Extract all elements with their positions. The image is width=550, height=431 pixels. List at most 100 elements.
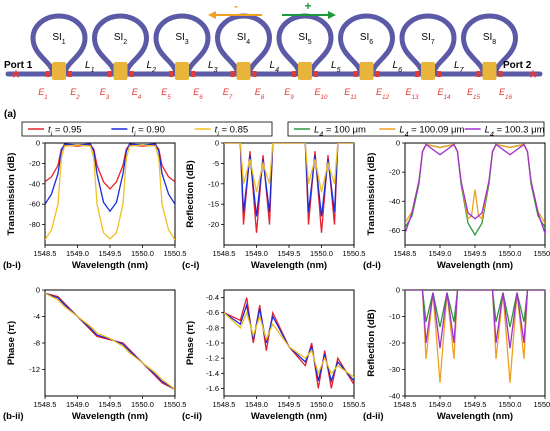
ring-label: SI2 [114, 32, 127, 46]
port2-label: Port 2 [503, 60, 532, 71]
x-axis-label: Wavelength (nm) [251, 260, 327, 271]
series-group [45, 292, 175, 390]
x-tick-label: 1548.5 [213, 400, 236, 409]
port-label: E10 [314, 87, 328, 101]
segment-label: L4 [270, 60, 280, 74]
series-group [405, 143, 545, 237]
legend-box-ti [21, 121, 273, 137]
series-line [405, 290, 545, 383]
port2-star-icon: ★ [528, 67, 539, 81]
y-tick-label: -0.8 [206, 323, 219, 332]
port-label: E14 [437, 87, 451, 101]
port-label: E8 [255, 87, 265, 101]
port-marker [46, 71, 50, 77]
x-tick-label: 1550.0 [310, 400, 333, 409]
ring-label: SI3 [175, 32, 188, 46]
ring-label: SI5 [298, 32, 311, 46]
x-tick-label: 1549.0 [66, 400, 89, 409]
port-label: E9 [284, 87, 294, 101]
legend-entry: L4 = 100.09 μm [399, 125, 464, 139]
series-line [45, 292, 175, 390]
legend-entry: ti = 0.95 [48, 125, 82, 139]
port-marker [191, 71, 195, 77]
ring-label: SI6 [360, 32, 373, 46]
y-tick-label: -12 [29, 365, 40, 374]
x-axis-label: Wavelength (nm) [72, 260, 148, 271]
legend-entry: ti = 0.85 [215, 125, 249, 139]
series-line [224, 310, 354, 378]
y-tick-label: 0 [396, 139, 400, 148]
y-tick-label: -5 [212, 159, 219, 168]
x-tick-label: 1550.5 [164, 400, 187, 409]
x-tick-label: 1549.0 [429, 249, 452, 258]
plot-frame [44, 142, 176, 246]
x-axis-label: Wavelength (nm) [437, 411, 513, 422]
port-label: E12 [376, 87, 390, 101]
chart-d-i: 1548.5 1549.0 1549.5 1550.0 1550.5 0 -20 -40 -60… [363, 139, 550, 272]
y-tick-label: -20 [29, 159, 40, 168]
port1-star-icon: ★ [11, 67, 22, 81]
y-tick-label: -20 [389, 168, 400, 177]
port-label: E7 [223, 87, 233, 101]
y-tick-label: -10 [389, 312, 400, 321]
port1-label: Port 1 [4, 60, 33, 71]
y-tick-label: 0 [215, 139, 219, 148]
series-group [45, 143, 175, 241]
ring-resonator [399, 13, 457, 75]
y-tick-label: -80 [29, 220, 40, 229]
port-label: E15 [467, 87, 481, 101]
ring-label: SI8 [483, 32, 496, 46]
segment-label: L2 [147, 60, 157, 74]
panel-label: (d-i) [363, 260, 381, 271]
series-line [405, 290, 545, 328]
port-marker [129, 71, 134, 77]
port-marker [353, 71, 358, 77]
panel-label: (c-ii) [182, 411, 202, 422]
series-group [224, 143, 354, 233]
port-marker [415, 71, 419, 77]
y-tick-label: -4 [33, 312, 40, 321]
y-tick-label: -40 [389, 197, 400, 206]
x-tick-label: 1549.5 [278, 249, 301, 258]
ring-resonator [153, 13, 211, 75]
port-marker [292, 71, 296, 77]
y-tick-label: -60 [29, 200, 40, 209]
y-tick-label: 0 [36, 139, 40, 148]
port-label: E4 [132, 87, 142, 101]
series-group [405, 290, 545, 383]
y-axis-label: Reflection (dB) [185, 160, 196, 228]
y-tick-label: -1.2 [206, 354, 219, 363]
x-tick-label: 1549.5 [278, 400, 301, 409]
x-tick-label: 1549.5 [464, 249, 487, 258]
y-tick-label: -0.4 [206, 293, 219, 302]
port-marker [169, 71, 173, 77]
series-line [224, 143, 354, 193]
arrow-minus-label: - [234, 0, 238, 13]
x-tick-label: 1549.5 [99, 400, 122, 409]
series-line [45, 143, 175, 213]
y-axis-label: Reflection (dB) [366, 309, 377, 377]
panel-label: (b-i) [3, 260, 21, 271]
legend-row: ti = 0.95 ti = 0.90 ti = 0.85 L4 = 100 μm L4… [21, 121, 545, 139]
coupler [482, 62, 497, 80]
x-tick-label: 1550.0 [131, 400, 154, 409]
ring-resonator [91, 13, 150, 75]
segment-label: L5 [331, 60, 341, 74]
x-tick-label: 1550.5 [534, 249, 550, 258]
y-tick-label: -20 [208, 220, 219, 229]
x-tick-label: 1550.5 [164, 249, 187, 258]
coupler [175, 62, 189, 80]
series-group [224, 297, 354, 389]
y-tick-label: 0 [396, 286, 400, 295]
legend-entry: ti = 0.90 [131, 125, 165, 139]
panel-label: (b-ii) [3, 411, 24, 422]
port-marker [437, 71, 441, 77]
chart-b-ii: 1548.5 1549.0 1549.5 1550.0 1550.5 0 -4 -8 -12 Wa… [3, 286, 186, 423]
port-marker [476, 71, 481, 77]
x-tick-label: 1550.0 [499, 249, 522, 258]
port-marker [107, 71, 112, 77]
arrow-plus-label: + [304, 0, 311, 13]
port-label: E2 [70, 87, 80, 101]
ring-label: SI7 [421, 32, 434, 46]
